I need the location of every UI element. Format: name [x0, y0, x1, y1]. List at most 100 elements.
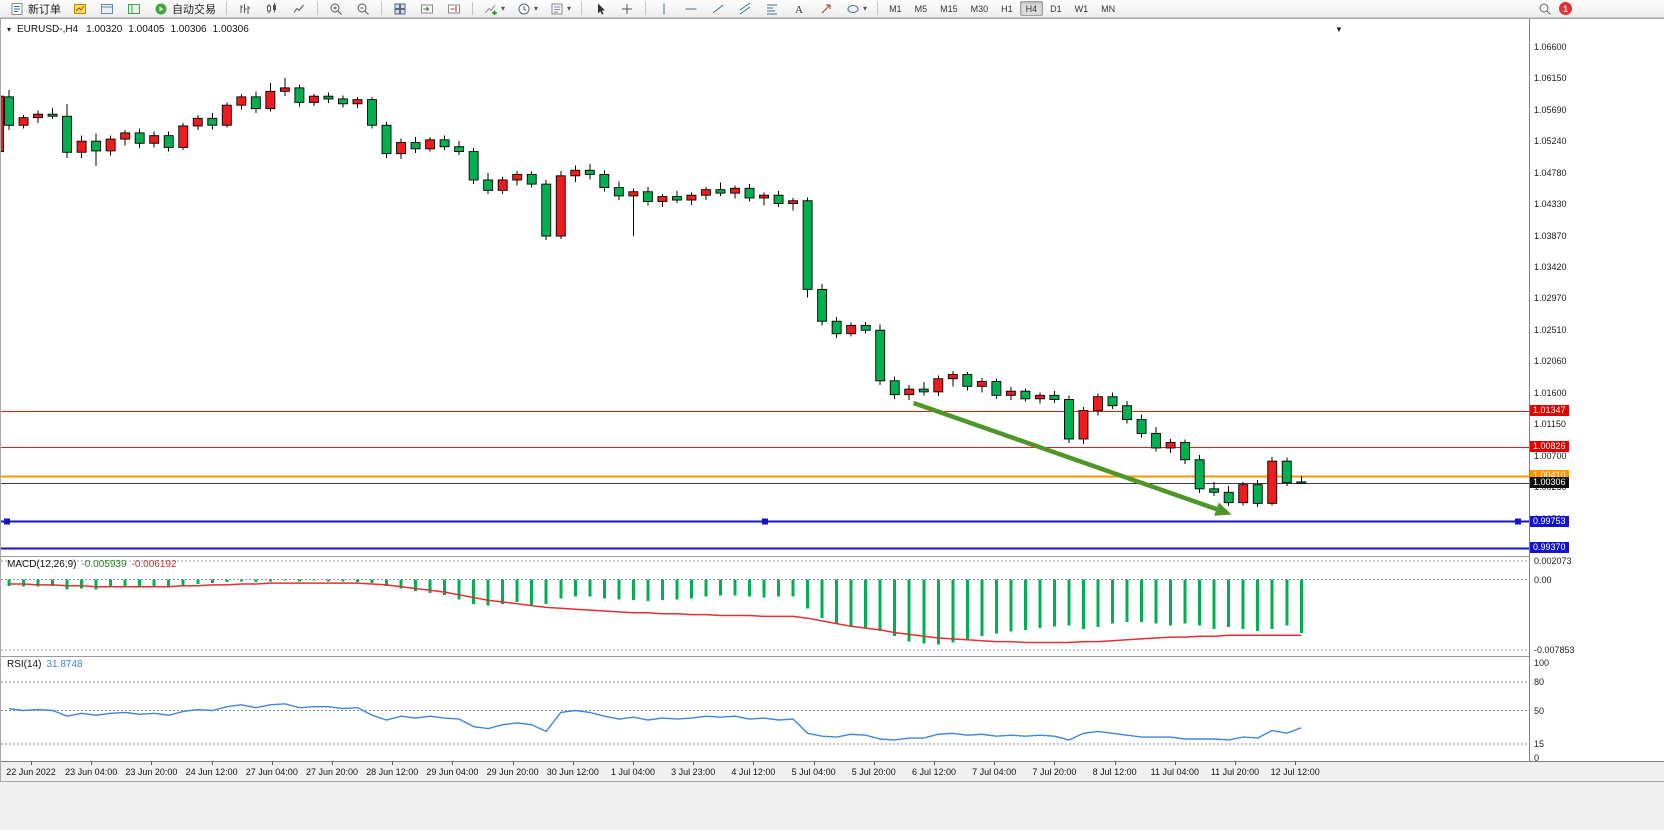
new-order-button[interactable]: 新订单	[4, 1, 66, 17]
candle	[773, 191, 784, 207]
timeframe-button-m1[interactable]: M1	[889, 3, 902, 14]
time-label: 30 Jun 12:00	[546, 767, 599, 777]
candle	[860, 321, 871, 334]
notification-badge[interactable]: 1	[1559, 2, 1572, 15]
time-tick	[271, 762, 273, 765]
time-tick	[572, 762, 574, 765]
bar-chart-icon[interactable]	[232, 1, 258, 17]
zoom-in-icon	[328, 1, 344, 16]
price-chart-canvas[interactable]	[1, 20, 1529, 556]
line-handle[interactable]	[1515, 518, 1521, 525]
cursor-icon[interactable]	[587, 1, 613, 17]
chart-shift-icon[interactable]	[441, 1, 467, 17]
market-watch-icon[interactable]	[67, 1, 93, 17]
rsi-chart-canvas[interactable]	[1, 657, 1529, 761]
time-tick	[211, 762, 213, 765]
candle	[715, 182, 726, 196]
timeframe-button-m15[interactable]: M15	[940, 3, 958, 14]
candle	[730, 185, 740, 199]
candle	[265, 83, 276, 112]
auto-scroll-icon[interactable]	[414, 1, 440, 17]
rsi-title: RSI(14)	[7, 659, 42, 670]
line-handle[interactable]	[4, 518, 10, 525]
horizontal-line-icon[interactable]	[678, 1, 704, 17]
time-label: 5 Jul 04:00	[791, 767, 836, 777]
zoom-out-icon[interactable]	[350, 1, 376, 17]
toolbar-right-cluster: 1	[1537, 1, 1572, 16]
candle	[947, 371, 958, 387]
rsi-line	[8, 703, 1302, 741]
time-label: 1 Jul 04:00	[610, 767, 656, 777]
timeframe-button-h1[interactable]: H1	[1001, 3, 1013, 14]
navigator-icon[interactable]	[121, 1, 147, 17]
panel-separator[interactable]	[1, 556, 1664, 557]
timeframe-button-m30[interactable]: M30	[970, 3, 989, 14]
text-icon[interactable]: A	[786, 1, 812, 17]
time-label: 23 Jun 04:00	[65, 767, 118, 777]
time-tick	[452, 762, 454, 765]
chart-selector-icon[interactable]: ▾	[7, 25, 12, 34]
chevron-down-icon[interactable]: ▾	[501, 4, 506, 13]
time-label: 8 Jul 12:00	[1092, 767, 1137, 777]
candle	[1238, 481, 1249, 506]
candle	[1122, 400, 1132, 424]
fibonacci-icon[interactable]	[759, 1, 785, 17]
zoom-in-icon[interactable]	[323, 1, 349, 17]
chevron-down-icon[interactable]: ▾	[567, 4, 572, 13]
arrows-icon[interactable]	[813, 1, 839, 17]
timeframe-button-h4[interactable]: H4	[1019, 1, 1044, 16]
channel-icon[interactable]	[732, 1, 758, 17]
shapes-icon[interactable]: ▾	[840, 1, 872, 17]
macd-main-value: -0.005939	[81, 559, 127, 570]
candle	[599, 170, 610, 192]
candle	[149, 131, 160, 148]
vertical-line-icon[interactable]	[651, 1, 677, 17]
candle	[454, 141, 465, 156]
timeframe-button-d1[interactable]: D1	[1050, 3, 1062, 14]
data-window-icon[interactable]	[94, 1, 120, 17]
candle	[918, 382, 929, 396]
candle	[91, 133, 102, 167]
candle	[18, 114, 29, 129]
candlestick-chart-icon[interactable]	[259, 1, 285, 17]
tile-windows-icon[interactable]	[387, 1, 413, 17]
rsi-header: RSI(14) 31.8748	[7, 659, 83, 670]
indicators-icon[interactable]: ▾	[478, 1, 510, 17]
periods-icon[interactable]: ▾	[511, 1, 543, 17]
ohlc-open: 1.00320	[86, 24, 123, 35]
autoscroll-marker[interactable]: ▼	[1335, 25, 1343, 34]
candle	[1107, 392, 1118, 410]
time-axis[interactable]: 22 Jun 2022 23 Jun 04:00 23 Jun 20:00 24 Ju…	[1, 761, 1664, 781]
candle	[1020, 388, 1031, 402]
chevron-down-icon[interactable]: ▾	[863, 4, 868, 13]
time-tick	[693, 762, 695, 765]
search-icon[interactable]	[1537, 1, 1553, 16]
candle	[62, 103, 73, 158]
price-axis[interactable]: 1.06600 1.06150 1.05690 1.05240 1.04780 1.043…	[1529, 19, 1664, 763]
price-axis-label: 1.01600	[1534, 388, 1567, 399]
chevron-down-icon[interactable]: ▾	[534, 4, 539, 13]
candle	[962, 371, 973, 391]
panel-separator[interactable]	[1, 656, 1664, 657]
templates-icon[interactable]: ▾	[544, 1, 576, 17]
candle	[1049, 391, 1060, 403]
crosshair-icon[interactable]	[614, 1, 640, 17]
macd-chart-canvas[interactable]	[1, 557, 1529, 656]
time-tick	[813, 762, 815, 765]
toolbar-separator	[877, 2, 879, 15]
candle	[759, 192, 769, 206]
timeframe-button-m5[interactable]: M5	[914, 3, 928, 14]
toolbar-separator	[226, 2, 227, 15]
line-chart-icon[interactable]	[286, 1, 312, 17]
zoom-out-icon	[355, 1, 371, 16]
auto-trading-button[interactable]: 自动交易	[148, 1, 221, 17]
line-handle[interactable]	[762, 518, 768, 525]
timeframe-button-mn[interactable]: MN	[1101, 3, 1116, 14]
trend-arrow-annotation[interactable]	[912, 400, 1232, 516]
time-label: 7 Jul 20:00	[1032, 767, 1077, 777]
timeframe-button-w1[interactable]: W1	[1074, 3, 1089, 14]
candle	[1165, 438, 1176, 453]
trendline-icon[interactable]	[705, 1, 731, 17]
templates-icon	[549, 1, 565, 16]
toolbar-separator	[317, 2, 318, 15]
